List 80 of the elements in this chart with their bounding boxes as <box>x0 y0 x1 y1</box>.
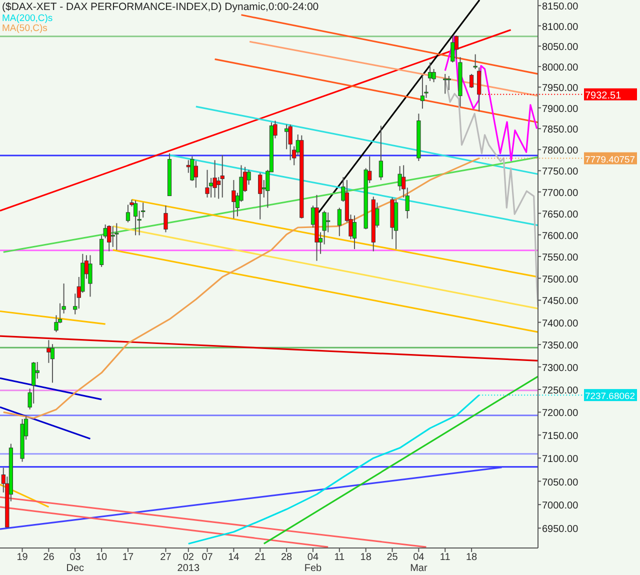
y-tick-label: 7400.00 <box>542 318 579 330</box>
candlestick <box>473 54 478 70</box>
y-tick-label: 7300.00 <box>542 362 579 374</box>
y-tick-label: 8050.00 <box>542 42 579 54</box>
x-tick-label: 04 Mar <box>410 552 428 574</box>
candlestick <box>232 180 236 219</box>
x-tick-label: 19 <box>16 552 28 563</box>
candlestick <box>288 124 292 161</box>
candlestick <box>454 35 458 60</box>
x-tick-label: 04 Feb <box>304 552 322 574</box>
candlestick <box>50 344 55 384</box>
chart-title: ($DAX-XET - DAX PERFORMANCE-INDEX,D) Dynamic,0:00-24:00 <box>2 1 319 13</box>
candlestick <box>133 200 138 236</box>
candlestick <box>114 222 119 250</box>
y-tick-label: 7600.00 <box>542 230 579 242</box>
candlestick <box>126 204 130 223</box>
y-tick-label: 7900.00 <box>542 104 579 115</box>
candlestick <box>107 224 112 252</box>
y-tick-label: 7500.00 <box>542 274 579 286</box>
candlestick <box>220 154 224 198</box>
candlestick <box>337 207 342 237</box>
text: MA(50,C)s <box>2 23 48 34</box>
candlestick <box>322 210 326 245</box>
x-tick-label: 27 <box>160 552 172 563</box>
x-tick-label: 11 <box>334 552 346 563</box>
y-tick-label: 7250.00 <box>542 385 579 396</box>
x-tick-label: 07 <box>202 552 214 563</box>
y-tick-label: 6950.00 <box>542 524 579 536</box>
candlestick <box>420 74 425 110</box>
x-tick-label: 18 <box>360 552 372 563</box>
y-tick-label: 7100.00 <box>542 454 579 466</box>
candlestick <box>470 73 474 88</box>
candlestick <box>88 254 92 298</box>
x-tick-label: 03 Dec <box>66 552 84 574</box>
y-tick-label: 7200.00 <box>542 408 579 420</box>
x-tick-label: 28 <box>280 552 293 563</box>
candlestick <box>378 125 383 181</box>
candlestick <box>212 160 217 198</box>
x-tick-label: 14 <box>228 552 240 563</box>
y-tick-label: 7350.00 <box>542 340 579 352</box>
text: MA(200,C)s <box>2 13 53 24</box>
x-tick-label: 02 2013 <box>177 552 200 574</box>
y-tick-label: 7000.00 <box>542 500 579 512</box>
y-tick-label: 7550.00 <box>542 252 579 264</box>
y-tick-label: 7150.00 <box>542 431 579 442</box>
x-tick-label: 21 <box>254 552 266 563</box>
candlestick <box>164 205 168 233</box>
x-tick-label: 18 <box>466 552 478 563</box>
y-tick-label: 7850.00 <box>542 124 579 136</box>
candlestick <box>450 36 455 63</box>
candlestick <box>46 340 51 364</box>
y-tick-label: 8100.00 <box>542 22 579 33</box>
y-tick-label: 7750.00 <box>542 166 579 178</box>
candlestick <box>32 362 36 404</box>
y-tick-label: 7650.00 <box>542 209 579 220</box>
x-tick-label: 17 <box>122 552 134 563</box>
candlestick <box>446 76 451 91</box>
x-tick-label: 25 <box>386 552 398 563</box>
candlestick <box>352 214 357 250</box>
y-tick-label: 8000.00 <box>542 62 579 74</box>
x-tick-label: 26 <box>43 552 55 563</box>
y-tick-label: 7700.00 <box>542 188 579 199</box>
line-series <box>444 36 538 162</box>
y-tick-label: 7450.00 <box>542 296 579 308</box>
annotation: 7932.51 <box>585 90 622 102</box>
x-tick-label: 10 <box>96 552 108 563</box>
y-tick-label: 7800.00 <box>542 146 579 157</box>
candlestick <box>326 212 330 233</box>
x-tick-label: 11 <box>440 552 451 563</box>
data-label: 7237.68062 <box>585 391 635 402</box>
y-tick-label: 8150.00 <box>542 2 579 13</box>
line-series <box>444 78 539 308</box>
candlestick <box>110 226 115 248</box>
candlestick <box>443 73 448 94</box>
candlestick <box>258 172 262 220</box>
candlestick <box>205 169 210 198</box>
y-tick-label: 7050.00 <box>542 477 579 488</box>
data-label: 7779.40757 <box>585 154 635 164</box>
candlestick <box>194 160 198 188</box>
y-tick-label: 7950.00 <box>542 83 579 94</box>
